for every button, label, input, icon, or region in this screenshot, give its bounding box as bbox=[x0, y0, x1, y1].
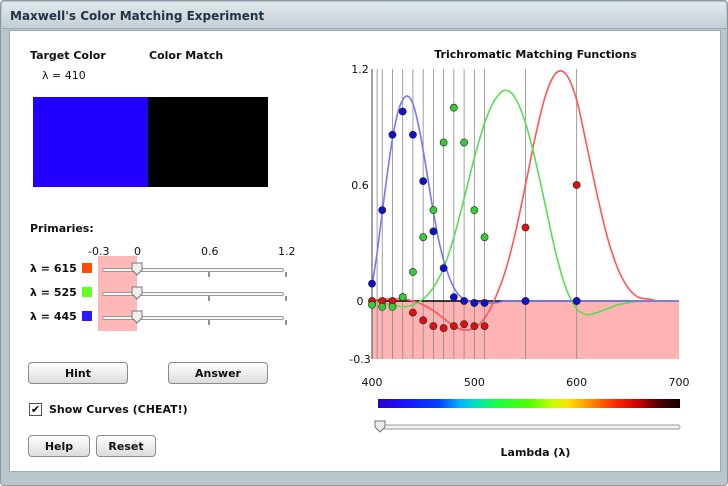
series-curve-1 bbox=[371, 89, 679, 316]
marker-green-3 bbox=[398, 293, 407, 302]
marker-green-7 bbox=[439, 138, 448, 147]
primary-slider-track-615[interactable] bbox=[102, 268, 284, 272]
lambda-slider-thumb bbox=[374, 420, 386, 433]
scale-tick-mid: 0.6 bbox=[201, 245, 219, 258]
marker-blue-11 bbox=[480, 299, 489, 307]
marker-red-5 bbox=[419, 316, 428, 325]
marker-red-8 bbox=[449, 322, 458, 331]
target-lambda-text: λ = 410 bbox=[42, 69, 86, 82]
marker-blue-3 bbox=[398, 107, 407, 116]
y-tick-label-0: -0.3 bbox=[349, 353, 370, 366]
marker-blue-0 bbox=[368, 279, 376, 288]
marker-green-10 bbox=[470, 206, 479, 215]
chart-title: Trichromatic Matching Functions bbox=[434, 48, 637, 61]
marker-green-6 bbox=[429, 206, 438, 215]
primary-slider-thumb-615[interactable] bbox=[131, 262, 143, 276]
marker-green-5 bbox=[419, 233, 428, 242]
marker-green-11 bbox=[480, 233, 489, 242]
answer-button[interactable]: Answer bbox=[168, 362, 268, 384]
scale-tick-max: 1.2 bbox=[278, 245, 296, 258]
marker-green-1 bbox=[378, 302, 387, 311]
scale-tick-neg: -0.3 bbox=[88, 245, 110, 258]
primary-label-615: λ = 615 bbox=[30, 262, 77, 275]
target-color-label: Target Color bbox=[30, 49, 106, 62]
marker-blue-12 bbox=[521, 297, 530, 305]
help-button[interactable]: Help bbox=[28, 435, 90, 457]
show-curves-label: Show Curves (CHEAT!) bbox=[49, 403, 188, 416]
x-tick-label-3: 700 bbox=[669, 376, 690, 389]
color-match-label: Color Match bbox=[149, 49, 224, 62]
target-color-swatch bbox=[33, 97, 148, 187]
match-color-swatch bbox=[148, 97, 268, 187]
marker-blue-4 bbox=[409, 130, 417, 139]
x-tick-label-1: 500 bbox=[464, 376, 485, 389]
marker-blue-9 bbox=[460, 297, 468, 305]
marker-red-6 bbox=[429, 322, 438, 331]
x-axis-label: Lambda (λ) bbox=[501, 446, 571, 459]
marker-blue-1 bbox=[378, 206, 387, 215]
primary-slider-track-525[interactable] bbox=[102, 292, 284, 296]
matching-functions-chart: Trichromatic Matching Functions -0.3 0 0.6 1… bbox=[349, 48, 690, 459]
marker-blue-8 bbox=[449, 293, 458, 302]
checkmark-icon: ✔ bbox=[30, 403, 41, 416]
series-curve-0 bbox=[371, 70, 679, 331]
y-tick-label-2: 0.6 bbox=[351, 179, 369, 192]
primary-slider-thumb-525[interactable] bbox=[131, 286, 143, 300]
marker-red-12 bbox=[521, 223, 530, 232]
marker-blue-5 bbox=[419, 177, 428, 186]
marker-blue-2 bbox=[388, 130, 397, 139]
marker-green-4 bbox=[409, 268, 417, 276]
marker-blue-7 bbox=[439, 264, 448, 273]
marker-red-11 bbox=[480, 322, 489, 331]
marker-green-9 bbox=[460, 138, 468, 147]
y-tick-label-3: 1.2 bbox=[351, 63, 369, 76]
scale-tick-zero: 0 bbox=[134, 245, 141, 258]
x-tick-label-2: 600 bbox=[566, 376, 587, 389]
lambda-slider-track bbox=[377, 424, 681, 430]
slider-tick-marks bbox=[208, 272, 287, 325]
title-bar: Maxwell's Color Matching Experiment bbox=[2, 2, 726, 29]
marker-red-10 bbox=[470, 322, 479, 331]
spectrum-bar bbox=[378, 399, 680, 408]
primaries-label: Primaries: bbox=[30, 222, 94, 235]
primary-color-chip-615 bbox=[82, 263, 92, 273]
window-title: Maxwell's Color Matching Experiment bbox=[10, 9, 265, 23]
show-curves-checkbox[interactable]: ✔ bbox=[29, 403, 42, 416]
y-tick-label-1: 0 bbox=[357, 295, 364, 308]
primary-color-chip-525 bbox=[82, 287, 92, 297]
marker-green-0 bbox=[368, 300, 376, 309]
primary-color-chip-445 bbox=[82, 311, 92, 321]
reset-button[interactable]: Reset bbox=[96, 435, 156, 457]
primary-slider-thumb-445[interactable] bbox=[131, 310, 143, 324]
primary-slider-track-445[interactable] bbox=[102, 316, 284, 320]
x-tick-label-0: 400 bbox=[362, 376, 383, 389]
marker-red-13 bbox=[572, 181, 581, 189]
marker-red-9 bbox=[460, 320, 468, 329]
marker-red-4 bbox=[409, 308, 417, 317]
marker-blue-10 bbox=[470, 299, 479, 307]
marker-red-7 bbox=[439, 324, 448, 332]
marker-blue-6 bbox=[429, 227, 438, 236]
primary-label-445: λ = 445 bbox=[30, 310, 77, 323]
marker-blue-13 bbox=[572, 297, 581, 305]
marker-green-2 bbox=[388, 302, 397, 311]
marker-green-8 bbox=[449, 103, 458, 112]
main-panel: Target Color Color Match λ = 410 Primari… bbox=[9, 30, 721, 472]
primary-label-525: λ = 525 bbox=[30, 286, 77, 299]
hint-button[interactable]: Hint bbox=[28, 362, 128, 384]
